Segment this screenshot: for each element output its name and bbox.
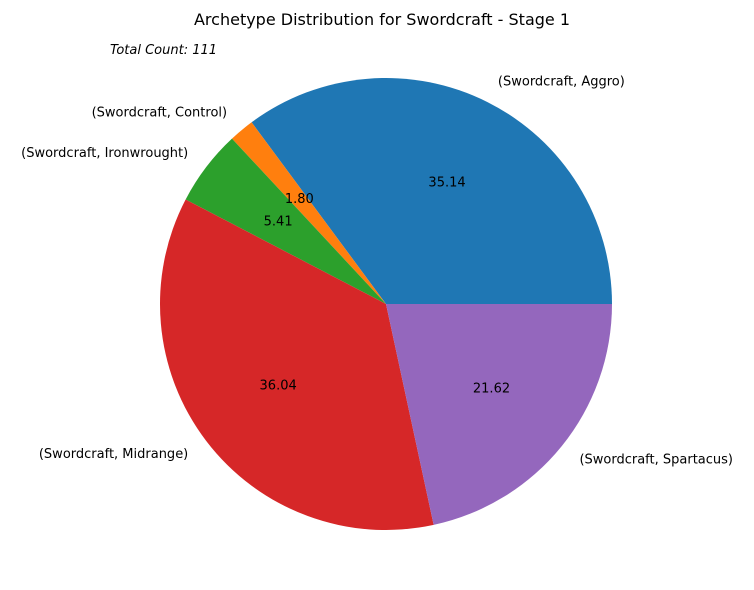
slice-percent-control: 1.80 bbox=[285, 192, 314, 207]
slice-label-spartacus: (Swordcraft, Spartacus) bbox=[579, 453, 733, 468]
chart-title: Archetype Distribution for Swordcraft - … bbox=[194, 10, 570, 29]
pie-slice-spartacus bbox=[386, 304, 612, 525]
slice-percent-aggro: 35.14 bbox=[428, 175, 465, 190]
slice-label-aggro: (Swordcraft, Aggro) bbox=[498, 75, 625, 90]
slice-percent-midrange: 36.04 bbox=[260, 379, 297, 394]
pie-slice-control bbox=[231, 122, 386, 304]
pie-slice-aggro bbox=[251, 77, 612, 304]
slice-label-control: (Swordcraft, Control) bbox=[92, 105, 228, 120]
slice-percent-labels: 35.14 1.80 5.41 36.04 21.62 bbox=[260, 175, 511, 396]
pie-slices bbox=[159, 77, 612, 530]
slice-label-ironwrought: (Swordcraft, Ironwrought) bbox=[21, 146, 188, 161]
slice-labels: (Swordcraft, Aggro) (Swordcraft, Control)… bbox=[21, 75, 733, 468]
pie-slice-ironwrought bbox=[185, 138, 386, 304]
slice-label-midrange: (Swordcraft, Midrange) bbox=[39, 447, 188, 462]
pie-slice-midrange bbox=[159, 199, 434, 530]
slice-percent-ironwrought: 5.41 bbox=[264, 214, 293, 229]
slice-percent-spartacus: 21.62 bbox=[473, 382, 510, 397]
total-count-annotation: Total Count: 111 bbox=[110, 43, 217, 58]
